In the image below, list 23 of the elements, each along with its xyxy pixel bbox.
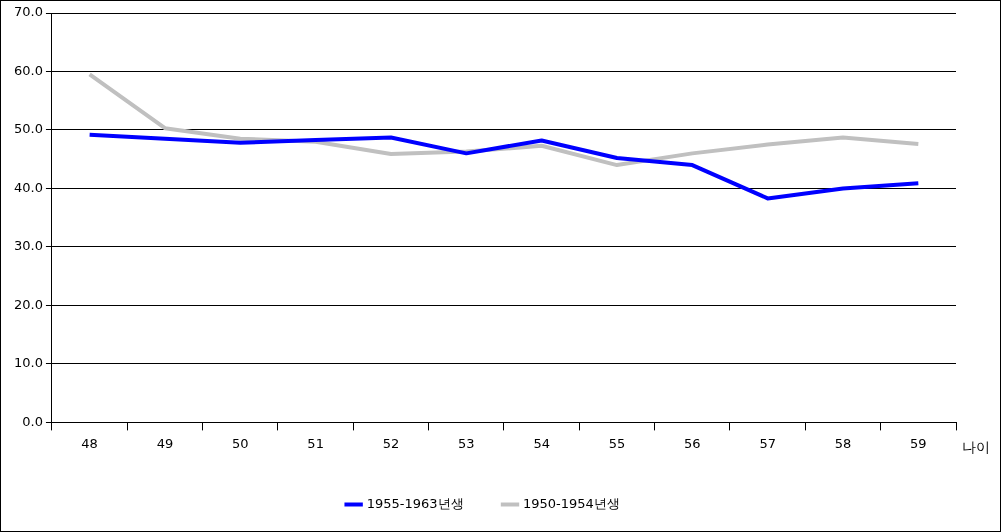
x-tick-label: 58: [834, 435, 852, 451]
x-axis-title: 나이: [962, 439, 990, 456]
y-tick-label: 60.0: [13, 62, 43, 78]
y-tick-label: 10.0: [13, 355, 43, 371]
x-tick-label: 59: [910, 435, 927, 451]
x-tick-label: 55: [608, 435, 626, 451]
legend-label: 1955-1963년생: [366, 495, 464, 511]
x-tick-label: 50: [232, 435, 249, 451]
y-tick-label: 40.0: [13, 179, 43, 195]
y-tick-label: 50.0: [13, 121, 43, 137]
y-tick-label: 70.0: [13, 4, 43, 20]
x-tick-label: 53: [458, 435, 475, 451]
y-tick-label: 0.0: [22, 413, 43, 429]
x-tick-label: 51: [307, 435, 324, 451]
x-tick-label: 48: [81, 435, 98, 451]
y-tick-label: 30.0: [13, 238, 43, 254]
x-tick-label: 49: [156, 435, 174, 451]
x-tick-label: 56: [684, 435, 701, 451]
x-tick-label: 52: [382, 435, 400, 451]
x-tick-label: 57: [759, 435, 776, 451]
x-tick-label: 54: [533, 435, 550, 451]
legend-label: 1950-1954년생: [523, 495, 620, 511]
y-tick-label: 20.0: [13, 296, 43, 312]
